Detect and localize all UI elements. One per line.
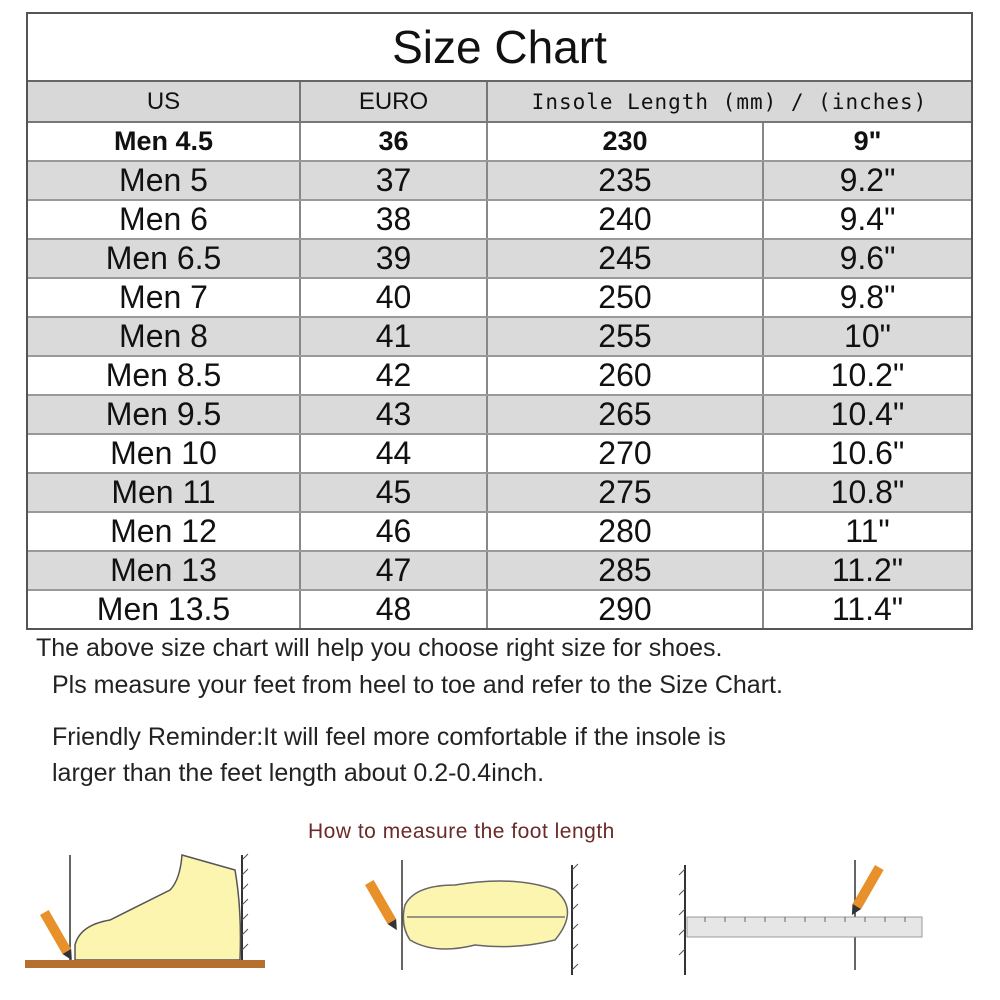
header-row: US EURO Insole Length (mm) / (inches)	[28, 82, 971, 123]
cell-us: Men 13	[28, 552, 301, 589]
note-line-2: Pls measure your feet from heel to toe a…	[52, 671, 783, 699]
cell-mm: 240	[488, 201, 764, 238]
cell-euro: 41	[301, 318, 488, 355]
pencil-icon	[851, 865, 884, 916]
cell-euro: 47	[301, 552, 488, 589]
top-foot-illustration	[365, 860, 579, 975]
note-line-4: larger than the feet length about 0.2-0.…	[52, 759, 545, 787]
cell-mm: 280	[488, 513, 764, 550]
cell-us: Men 8	[28, 318, 301, 355]
cell-inches: 9.8"	[839, 279, 896, 315]
cell-inches: 9.6"	[839, 240, 896, 276]
table-row: Men 7 40 250 9.8"	[28, 279, 971, 318]
cell-mm: 230	[488, 123, 764, 160]
table-row: Men 13 47 285 11.2"	[28, 552, 971, 591]
how-to-measure-heading: How to measure the foot length	[308, 820, 615, 843]
cell-inches: 10.6"	[830, 435, 905, 471]
cell-inches: 9.2"	[839, 162, 896, 198]
cell-us: Men 7	[28, 279, 301, 316]
cell-euro: 43	[301, 396, 488, 433]
table-row: Men 8.5 42 260 10.2"	[28, 357, 971, 396]
cell-euro: 44	[301, 435, 488, 472]
cell-mm: 260	[488, 357, 764, 394]
cell-euro: 45	[301, 474, 488, 511]
cell-inches: 11"	[845, 513, 890, 549]
cell-inches: 11.2"	[831, 552, 904, 588]
cell-inches: 9.4"	[839, 201, 896, 237]
table-row: Men 4.5 36 230 9"	[28, 123, 971, 162]
table-row: Men 9.5 43 265 10.4"	[28, 396, 971, 435]
cell-us: Men 12	[28, 513, 301, 550]
header-us: US	[28, 82, 301, 121]
size-chart-table: Size Chart US EURO Insole Length (mm) / …	[26, 12, 973, 630]
cell-us: Men 9.5	[28, 396, 301, 433]
table-row: Men 12 46 280 11"	[28, 513, 971, 552]
cell-euro: 48	[301, 591, 488, 628]
pencil-icon	[40, 910, 72, 961]
chart-title: Size Chart	[28, 14, 971, 82]
cell-us: Men 6.5	[28, 240, 301, 277]
cell-euro: 37	[301, 162, 488, 199]
cell-inches: 10"	[844, 318, 891, 354]
cell-euro: 38	[301, 201, 488, 238]
note-line-3: Friendly Reminder:It will feel more comf…	[52, 723, 726, 751]
cell-euro: 40	[301, 279, 488, 316]
cell-us: Men 11	[28, 474, 301, 511]
table-row: Men 6.5 39 245 9.6"	[28, 240, 971, 279]
table-row: Men 13.5 48 290 11.4"	[28, 591, 971, 628]
pencil-icon	[365, 880, 397, 931]
table-body: Men 4.5 36 230 9" Men 5 37 235 9.2" Men 6 38 240 9.…	[28, 123, 971, 628]
cell-inches: 11.4"	[831, 591, 904, 627]
cell-us: Men 8.5	[28, 357, 301, 394]
cell-inches: 9"	[853, 126, 882, 156]
cell-mm: 275	[488, 474, 764, 511]
cell-mm: 245	[488, 240, 764, 277]
cell-mm: 265	[488, 396, 764, 433]
table-row: Men 5 37 235 9.2"	[28, 162, 971, 201]
note-line-1: The above size chart will help you choos…	[36, 634, 723, 662]
ruler-illustration	[678, 860, 923, 975]
cell-us: Men 6	[28, 201, 301, 238]
cell-euro: 36	[301, 123, 488, 160]
cell-us: Men 4.5	[28, 123, 301, 160]
cell-mm: 290	[488, 591, 764, 628]
side-foot-illustration	[25, 853, 265, 968]
cell-us: Men 13.5	[28, 591, 301, 628]
cell-mm: 285	[488, 552, 764, 589]
cell-mm: 270	[488, 435, 764, 472]
cell-mm: 235	[488, 162, 764, 199]
table-row: Men 6 38 240 9.4"	[28, 201, 971, 240]
cell-us: Men 5	[28, 162, 301, 199]
cell-inches: 10.4"	[830, 396, 905, 432]
cell-inches: 10.2"	[830, 357, 905, 393]
table-row: Men 11 45 275 10.8"	[28, 474, 971, 513]
cell-euro: 42	[301, 357, 488, 394]
header-euro: EURO	[301, 82, 488, 121]
table-row: Men 10 44 270 10.6"	[28, 435, 971, 474]
cell-euro: 46	[301, 513, 488, 550]
cell-inches: 10.8"	[830, 474, 905, 510]
table-row: Men 8 41 255 10"	[28, 318, 971, 357]
cell-mm: 250	[488, 279, 764, 316]
cell-us: Men 10	[28, 435, 301, 472]
header-insole-length: Insole Length (mm) / (inches)	[531, 89, 928, 114]
cell-mm: 255	[488, 318, 764, 355]
cell-euro: 39	[301, 240, 488, 277]
